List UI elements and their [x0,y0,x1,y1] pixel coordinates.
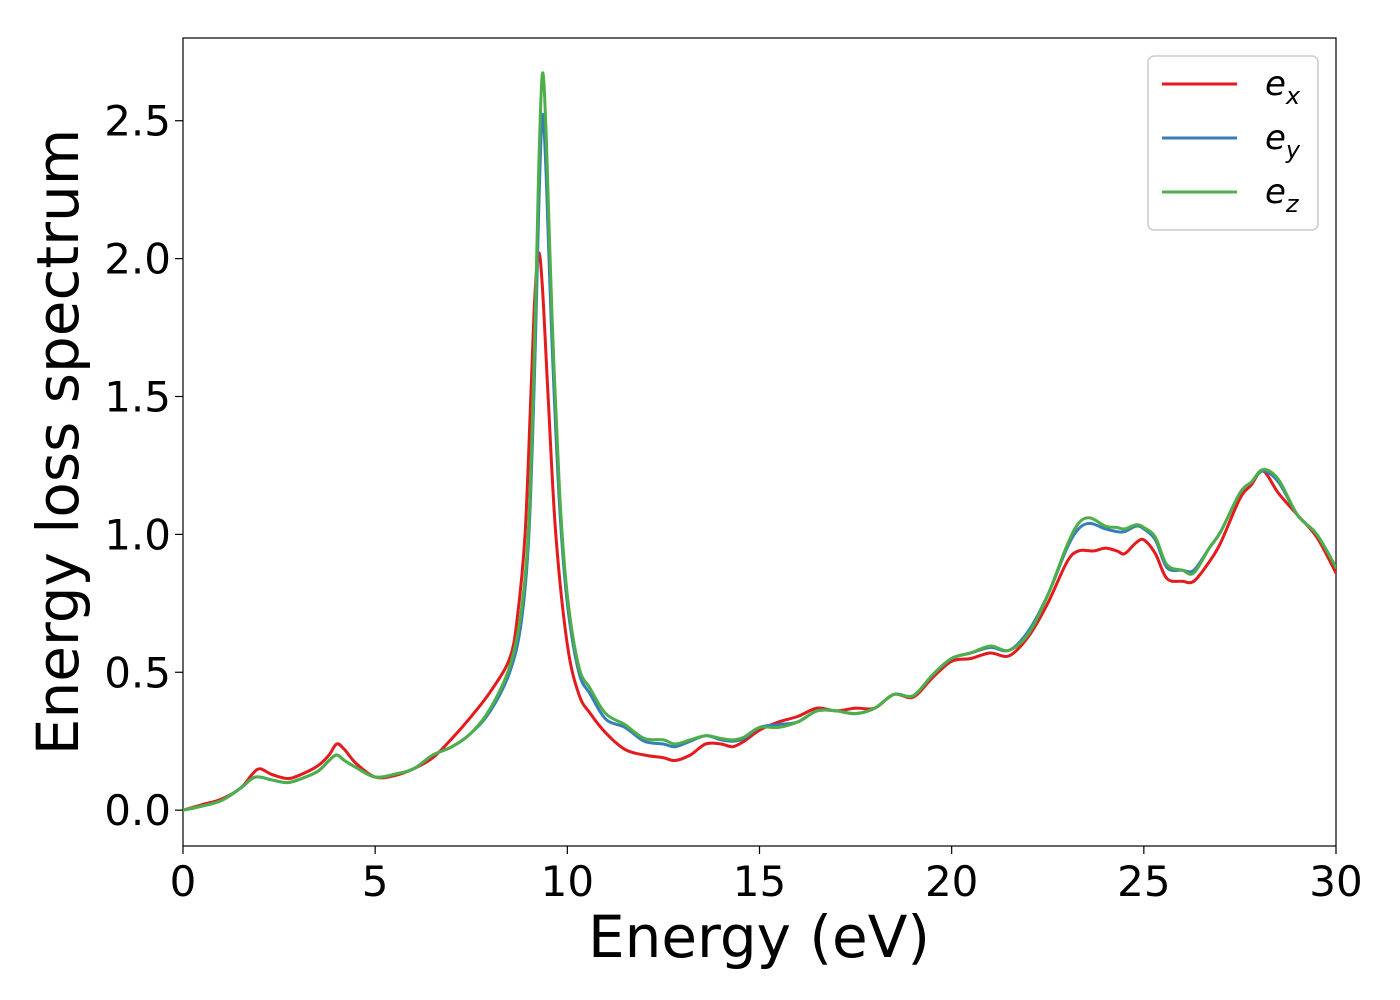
y-tick-label: 2.0 [104,235,171,284]
y-axis-ticks: 0.0 0.5 1.0 1.5 2.0 2.5 [104,97,183,835]
y-tick-label: 0.5 [104,648,171,697]
x-axis-title: Energy (eV) [588,903,930,971]
x-tick-label: 25 [1117,857,1170,906]
series-line-x [183,251,1336,812]
legend-label-subscript: z [1285,190,1300,218]
y-tick-label: 1.5 [104,372,171,421]
x-tick-label: 10 [541,857,594,906]
plot-frame [182,37,1337,847]
legend-label-y: ey [1265,118,1301,164]
x-tick-label: 5 [362,857,389,906]
y-axis-title: Energy loss spectrum [24,129,92,755]
legend-label-base: e [1265,118,1286,158]
x-tick-label: 20 [925,857,978,906]
plot-area [182,37,1337,847]
series-line-z [183,71,1336,812]
legend-label-subscript: x [1285,82,1301,110]
legend-label-subscript: y [1285,136,1301,164]
series-layer [183,71,1336,812]
x-axis-ticks: 0 5 10 15 20 25 30 [170,846,1363,906]
x-tick-label: 15 [733,857,786,906]
legend-label-base: e [1265,64,1286,104]
x-tick-label: 0 [170,857,197,906]
legend-label-base: e [1265,172,1286,212]
legend-frame [1147,55,1319,231]
legend-label-x: ex [1265,64,1301,110]
y-tick-label: 0.0 [104,786,171,835]
y-tick-label: 2.5 [104,97,171,146]
x-tick-label: 30 [1309,857,1362,906]
legend-label-z: ez [1265,172,1300,218]
y-tick-label: 1.0 [104,510,171,559]
